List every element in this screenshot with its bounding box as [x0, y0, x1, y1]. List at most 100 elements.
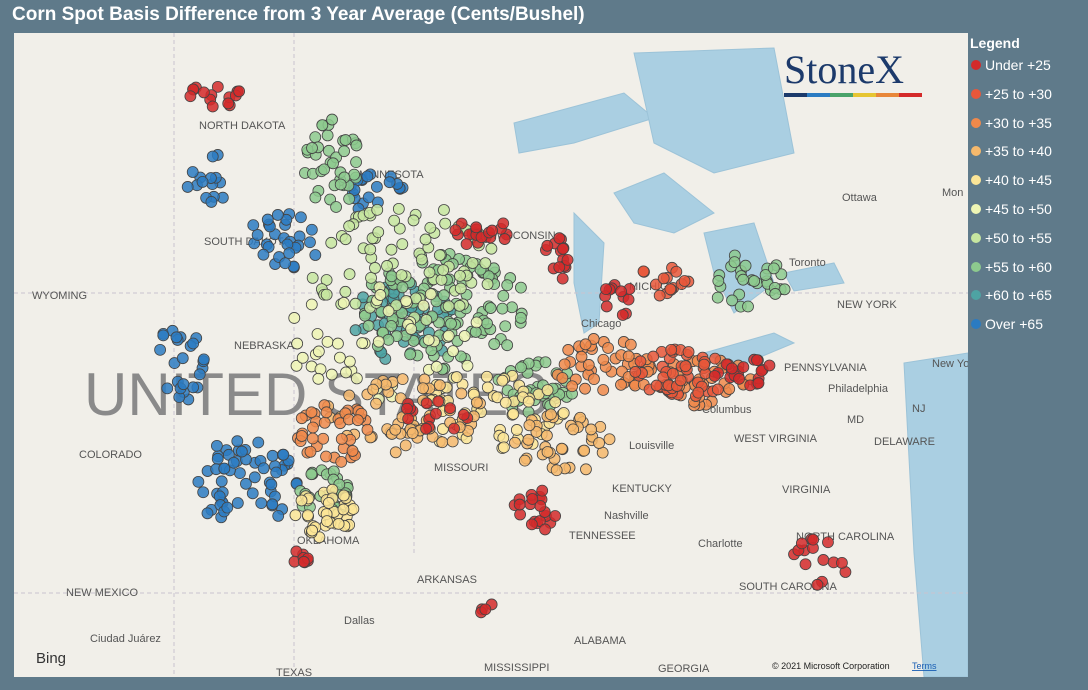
basis-point	[615, 378, 627, 391]
basis-point	[349, 324, 362, 337]
basis-point	[748, 275, 761, 287]
basis-point	[309, 191, 322, 204]
basis-point	[385, 270, 398, 283]
basis-point	[372, 335, 385, 348]
basis-point	[455, 387, 468, 400]
basis-point	[257, 462, 270, 475]
basis-point	[326, 113, 338, 126]
basis-point	[247, 219, 260, 232]
basis-point	[670, 265, 683, 278]
basis-point	[557, 242, 569, 255]
legend-label: +35 to +40	[985, 143, 1052, 160]
basis-point	[561, 253, 574, 266]
basis-point	[726, 294, 738, 307]
basis-point	[186, 166, 199, 178]
basis-point	[337, 296, 350, 309]
title: Corn Spot Basis Difference from 3 Year A…	[12, 4, 585, 25]
place-label: Nashville	[604, 510, 649, 522]
basis-point	[470, 396, 483, 409]
basis-point	[197, 86, 210, 99]
basis-point	[197, 353, 210, 366]
basis-point	[417, 382, 429, 395]
basis-point	[184, 90, 197, 103]
basis-point	[514, 508, 526, 521]
basis-point	[513, 498, 526, 511]
basis-point	[480, 370, 493, 383]
basis-point	[325, 236, 338, 249]
basis-point	[170, 331, 183, 344]
basis-point	[491, 391, 504, 404]
basis-point	[406, 427, 419, 439]
basis-point	[396, 281, 409, 294]
basis-point	[650, 278, 662, 291]
basis-point	[526, 493, 539, 505]
basis-point	[382, 305, 395, 318]
basis-point	[497, 289, 510, 302]
basis-point	[448, 422, 460, 435]
basis-point	[305, 298, 318, 311]
basis-point	[550, 464, 563, 477]
basis-point	[332, 517, 345, 530]
basis-point	[233, 85, 246, 98]
basis-point	[290, 359, 303, 372]
terms-link[interactable]: Terms	[912, 661, 937, 671]
place-label: WYOMING	[32, 290, 87, 302]
basis-point	[289, 509, 302, 522]
basis-point	[539, 356, 552, 369]
legend-swatch	[971, 146, 981, 157]
basis-point	[479, 603, 492, 616]
place-label: Dallas	[344, 615, 375, 627]
basis-point	[320, 288, 333, 301]
place-label: OKLAHOMA	[297, 535, 360, 547]
basis-point	[320, 450, 332, 463]
basis-point	[708, 370, 721, 382]
basis-point	[634, 355, 647, 368]
basis-point	[556, 372, 569, 384]
basis-point	[350, 156, 362, 169]
basis-point	[433, 379, 446, 392]
basis-point	[322, 497, 335, 509]
basis-point	[597, 384, 610, 396]
basis-point	[481, 381, 494, 394]
basis-point	[419, 233, 432, 246]
basis-point	[374, 289, 387, 301]
basis-point	[361, 423, 374, 436]
basis-point	[340, 366, 352, 379]
basis-point	[330, 201, 342, 213]
basis-point	[485, 242, 498, 255]
basis-point	[769, 288, 782, 300]
basis-point	[325, 368, 338, 381]
basis-point	[557, 407, 570, 419]
basis-point	[371, 180, 383, 193]
basis-point	[339, 285, 352, 298]
basis-point	[306, 142, 318, 154]
basis-point	[318, 416, 331, 429]
basis-point	[709, 352, 721, 365]
place-label: Ottawa	[842, 192, 878, 204]
basis-point	[227, 456, 240, 469]
place-label: TENNESSEE	[569, 530, 636, 542]
place-label: Chicago	[581, 318, 621, 330]
legend-label: +60 to +65	[985, 287, 1052, 304]
basis-point	[343, 220, 356, 233]
basis-point	[445, 317, 457, 330]
basis-point	[337, 503, 350, 516]
basis-point	[458, 330, 471, 342]
basis-point	[370, 397, 382, 410]
basis-point	[424, 288, 437, 301]
legend-item: +40 to +45	[970, 172, 1052, 201]
basis-point	[556, 272, 569, 285]
logo-bar	[853, 93, 876, 97]
basis-point	[678, 275, 691, 287]
basis-point	[439, 217, 452, 230]
basis-point	[742, 300, 754, 313]
basis-point	[723, 383, 736, 395]
basis-point	[501, 279, 514, 292]
basis-point	[222, 97, 235, 110]
basis-point	[266, 449, 279, 462]
logo-bar	[784, 93, 807, 97]
place-label: COLORADO	[79, 449, 142, 461]
basis-point	[442, 300, 455, 313]
legend-swatch	[971, 117, 981, 128]
basis-point	[549, 510, 562, 522]
